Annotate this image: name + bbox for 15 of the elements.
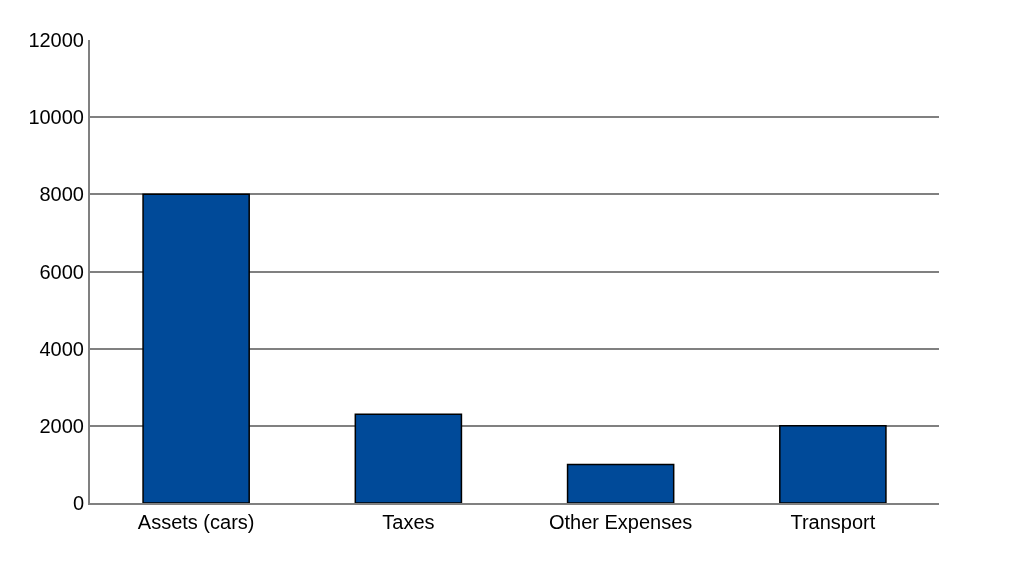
- x-tick-label: Transport: [790, 511, 876, 533]
- bar: [142, 193, 250, 503]
- y-tick-label: 10000: [28, 106, 84, 129]
- y-tick-label: 0: [72, 492, 84, 514]
- y-tick-label: 12000: [28, 29, 84, 51]
- bar: [779, 425, 887, 503]
- y-tick-label: 4000: [39, 337, 84, 360]
- y-tick-label: 8000: [39, 183, 84, 206]
- y-tick-label: 6000: [39, 260, 84, 283]
- x-tick-label: Taxes: [382, 511, 435, 533]
- bar: [354, 413, 463, 503]
- y-tick-label: 2000: [39, 414, 84, 437]
- x-tick-label: Assets (cars): [137, 511, 255, 533]
- x-tick-label: Other Expenses: [548, 511, 693, 533]
- bar: [566, 463, 675, 503]
